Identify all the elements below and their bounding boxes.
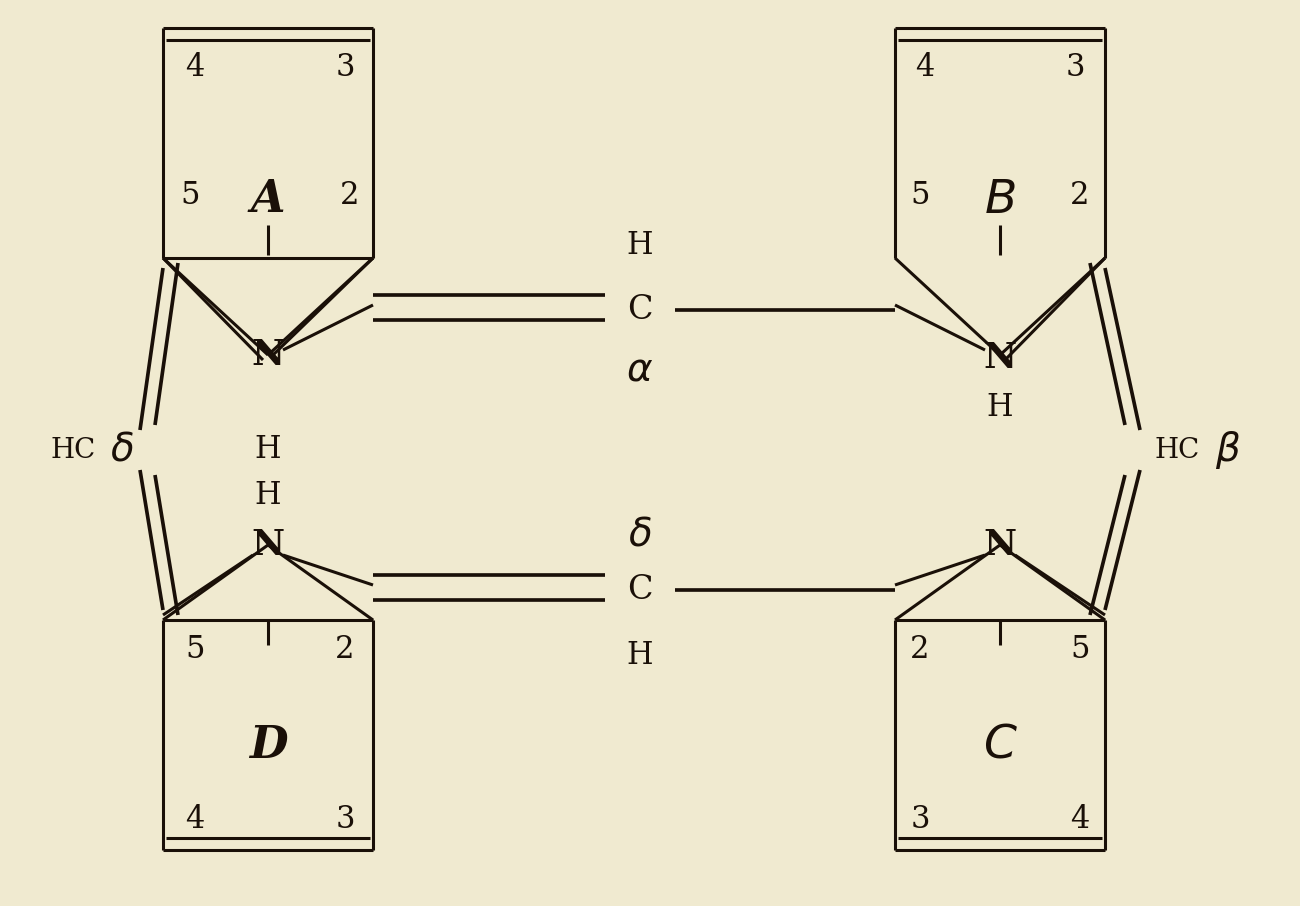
Text: 2: 2 bbox=[341, 179, 360, 210]
Text: $\beta$: $\beta$ bbox=[1216, 429, 1240, 471]
Text: 2: 2 bbox=[335, 634, 355, 666]
Text: 3: 3 bbox=[335, 53, 355, 83]
Text: HC: HC bbox=[1154, 437, 1200, 464]
Text: 2: 2 bbox=[1070, 179, 1089, 210]
Text: HC: HC bbox=[49, 437, 95, 464]
Text: 3: 3 bbox=[1065, 53, 1084, 83]
Text: $\mathit{B}$: $\mathit{B}$ bbox=[984, 177, 1015, 223]
Text: 4: 4 bbox=[1070, 805, 1089, 835]
Text: D: D bbox=[248, 724, 287, 766]
Text: 5: 5 bbox=[1070, 634, 1089, 666]
Text: $\alpha$: $\alpha$ bbox=[627, 352, 654, 389]
Text: 3: 3 bbox=[335, 805, 355, 835]
Text: 4: 4 bbox=[186, 53, 204, 83]
Text: 2: 2 bbox=[910, 634, 929, 666]
Text: $\delta$: $\delta$ bbox=[628, 516, 653, 554]
Text: $\mathit{C}$: $\mathit{C}$ bbox=[983, 722, 1018, 768]
Text: H: H bbox=[987, 392, 1013, 423]
Text: A: A bbox=[251, 178, 285, 221]
Text: 4: 4 bbox=[186, 805, 204, 835]
Text: 4: 4 bbox=[915, 53, 935, 83]
Text: N: N bbox=[983, 528, 1017, 562]
Text: H: H bbox=[627, 640, 653, 670]
Text: N: N bbox=[251, 338, 285, 372]
Text: 3: 3 bbox=[910, 805, 929, 835]
Text: H: H bbox=[255, 435, 281, 466]
Text: 5: 5 bbox=[181, 179, 200, 210]
Text: N: N bbox=[983, 341, 1017, 375]
Text: 5: 5 bbox=[910, 179, 929, 210]
Text: N: N bbox=[251, 528, 285, 562]
Text: C: C bbox=[627, 574, 653, 606]
Text: H: H bbox=[627, 229, 653, 261]
Text: $\delta$: $\delta$ bbox=[111, 431, 134, 468]
Text: H: H bbox=[255, 479, 281, 510]
Text: 5: 5 bbox=[185, 634, 205, 666]
Text: C: C bbox=[627, 294, 653, 326]
